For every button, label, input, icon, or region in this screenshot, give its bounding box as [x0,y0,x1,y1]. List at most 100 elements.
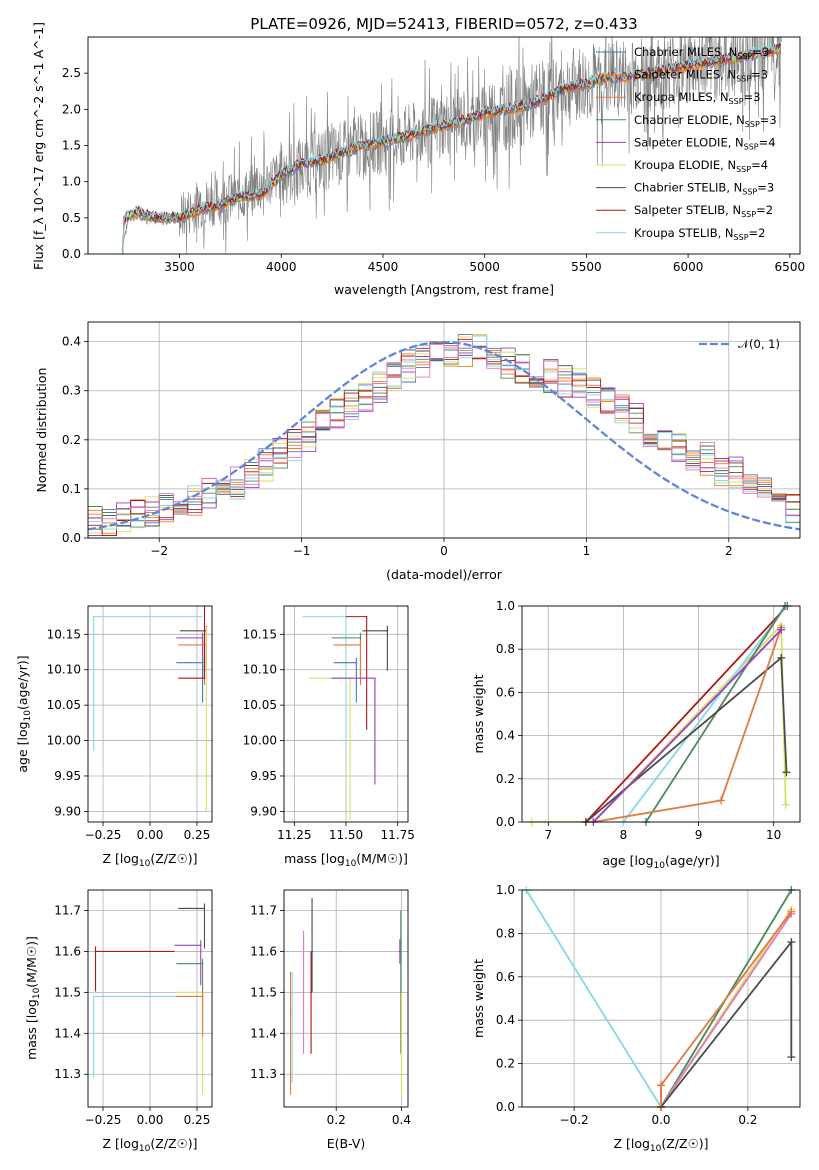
data-point [205,626,208,629]
legend-text: Salpeter STELIB, N [634,203,741,217]
y-tick-label: 11.5 [250,985,277,999]
y-tick-label: 1.0 [62,175,81,189]
y-tick-label: 2.0 [62,102,81,116]
legend-sub: SSP [741,210,756,219]
y-tick-label: 10.15 [243,627,277,641]
legend-text: =3 [752,45,769,59]
x-tick-label: 0.25 [184,828,211,842]
legend-text: Chabrier STELIB, N [634,181,742,195]
label-part: (Z/Z☉)] [661,1136,708,1151]
label-part: mass [log [284,851,345,866]
axes-frame [521,889,801,1108]
y-tick-label: 0.4 [62,335,81,349]
y-axis-label: age [log10(age/yr)] [15,655,33,772]
normal-curve [88,341,800,531]
legend-sub: SSP [729,97,744,106]
y-tick-label: 0.6 [496,685,515,699]
x-tick-label: 5500 [571,260,602,274]
y-axis-label: Normed distribution [34,368,49,493]
legend-sub: SSP [744,142,759,151]
label-part: age [log [602,853,653,868]
mass-vs-ebv-plot: 0.2 0.4 11.3 11.4 11.5 11.6 11.7 E(B-V) [250,889,411,1151]
y-tick-label: 0.2 [496,772,515,786]
x-tick-label: −0.25 [85,828,122,842]
y-tick-label: 0.0 [496,1100,515,1114]
y-tick-label: 0.5 [62,211,81,225]
x-tick-label: 0.25 [184,1113,211,1127]
data-point [203,677,206,680]
age-vs-metallicity-plot: −0.25 0.00 0.25 9.90 9.95 10.00 10.05 10.10 10.1… [15,605,213,869]
legend-entry: Kroupa STELIB, NSSP=2 [634,226,765,242]
label-part: (Z/Z☉)] [150,1136,197,1151]
y-tick-label: 9.90 [54,804,81,818]
histogram-step [88,341,800,538]
legend-entry: 𝒩(0, 1) [738,337,780,351]
data-point [291,1032,293,1035]
y-tick-label: 0.4 [496,729,515,743]
data-point [199,944,202,947]
y-tick-label: 10.15 [47,627,81,641]
y-tick-label: 10.00 [243,734,277,748]
legend-entry: Chabrier MILES, NSSP=3 [634,45,769,61]
y-tick-label: 0.4 [496,1013,515,1027]
age-vs-mass-plot: 11.25 11.50 11.75 9.90 9.95 10.00 10.05 10.10 10… [243,605,415,869]
axes-frame [283,605,409,823]
legend-text: Kroupa STELIB, N [634,226,734,240]
y-tick-label: 11.7 [250,903,277,917]
weight-series-line [622,606,788,822]
legend-entry: Salpeter ELODIE, NSSP=4 [634,135,776,151]
data-point [310,991,312,994]
y-tick-label: 9.90 [250,804,277,818]
legend-text: =3 [760,113,777,127]
y-tick-label: 9.95 [250,769,277,783]
y-tick-label: 11.5 [54,985,81,999]
data-point [201,962,204,965]
data-point [302,991,305,994]
label-part: (age/yr)] [665,853,720,868]
y-tick-label: 0.0 [62,247,81,261]
legend-text: =2 [749,226,766,240]
legend-text: Salpeter ELODIE, N [634,135,744,149]
x-tick-label: 3500 [164,260,195,274]
weight-series-line [660,913,793,1107]
legend-text: =2 [756,203,773,217]
label-part: Z [log [102,1136,138,1151]
y-tick-label: 0.0 [62,531,81,545]
legend-entry: Salpeter STELIB, NSSP=2 [634,203,773,219]
y-tick-label: 10.05 [47,698,81,712]
y-tick-label: 0.2 [62,433,81,447]
y-tick-label: 0.8 [496,926,515,940]
model-spectrum-line [121,43,782,254]
y-tick-label: 9.95 [54,769,81,783]
y-tick-label: 1.0 [496,599,515,613]
x-axis-label: (data-model)/error [386,567,503,582]
legend-entry: Chabrier STELIB, NSSP=3 [634,181,774,197]
x-tick-label: 0.0 [651,1113,670,1127]
x-tick-label: −0.2 [560,1113,589,1127]
x-tick-label: 5000 [469,260,500,274]
y-axis-label: mass [log10(M/M☉)] [24,936,42,1060]
data-point [92,615,95,618]
x-tick-label: 0.2 [738,1113,757,1127]
x-axis-label: Z [log10(Z/Z☉)] [102,851,197,869]
label-sub: 10 [345,859,357,869]
legend-text: Chabrier MILES, N [634,45,737,59]
x-tick-label: 6500 [775,260,806,274]
y-axis-label: mass weight [471,674,486,753]
label-part: (M/M☉)] [356,851,408,866]
data-point [201,661,204,664]
legend-text: =3 [751,68,768,82]
x-tick-label: 11.50 [329,828,363,842]
weight-vs-metallicity-plot: −0.2 0.0 0.2 0.0 0.2 0.4 0.6 0.8 1.0 Z [log10(Z/Z… [471,883,801,1154]
y-axis-label: mass weight [471,959,486,1038]
y-tick-label: 11.4 [54,1026,81,1040]
legend-text: Chabrier ELODIE, N [634,113,745,127]
legend-entry: Salpeter MILES, NSSP=3 [634,68,768,84]
y-tick-label: 11.3 [54,1067,81,1081]
data-point [201,637,204,639]
legend-sub: SSP [742,188,757,197]
y-tick-label: 11.7 [54,903,81,917]
data-point [311,950,313,953]
x-tick-label: 10 [766,828,781,842]
data-point [203,907,206,910]
